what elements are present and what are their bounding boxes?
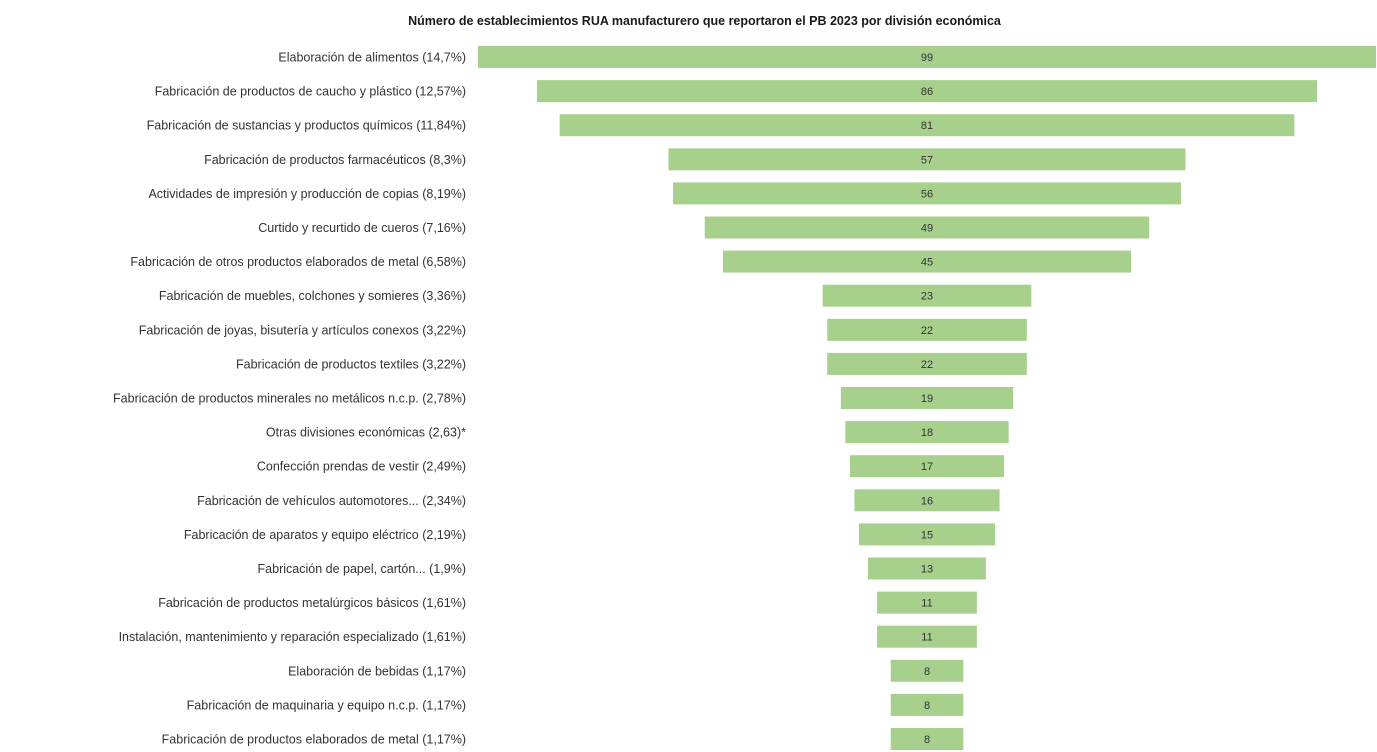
bar-12 bbox=[849, 455, 1005, 478]
bar-10 bbox=[840, 387, 1014, 409]
value-label-2: 81 bbox=[921, 120, 933, 132]
value-labels-group: 99 86 81 57 56 49 45 23 22 22 19 18 17 16 15 13 11 11 8 8 8 bbox=[921, 52, 933, 746]
bar-8 bbox=[827, 318, 1027, 341]
chart-title: Número de establecimientos RUA manufactu… bbox=[408, 14, 1001, 28]
bar-5 bbox=[704, 216, 1150, 239]
category-label-19: Fabricación de maquinaria y equipo n.c.p… bbox=[187, 698, 466, 712]
bar-7 bbox=[822, 284, 1032, 307]
category-label-1: Fabricación de productos de caucho y plá… bbox=[155, 85, 466, 99]
category-label-11: Otras divisiones económicas (2,63)* bbox=[266, 426, 466, 440]
bar-0 bbox=[478, 46, 1376, 68]
value-label-9: 22 bbox=[921, 359, 933, 371]
value-label-11: 18 bbox=[921, 427, 933, 439]
bar-11 bbox=[845, 421, 1009, 444]
value-label-7: 23 bbox=[921, 291, 933, 303]
value-label-15: 13 bbox=[921, 564, 933, 576]
bar-18 bbox=[890, 659, 964, 682]
bar-3 bbox=[668, 148, 1186, 171]
value-label-1: 86 bbox=[921, 86, 933, 98]
bar-1 bbox=[536, 80, 1318, 103]
value-label-5: 49 bbox=[921, 223, 933, 235]
bar-20 bbox=[890, 728, 964, 750]
category-labels-group: Elaboración de alimentos (14,7%) Fabricac… bbox=[113, 51, 466, 747]
value-label-20: 8 bbox=[924, 734, 930, 746]
value-label-14: 15 bbox=[921, 529, 933, 541]
category-label-8: Fabricación de joyas, bisutería y artícu… bbox=[139, 323, 466, 337]
value-label-4: 56 bbox=[921, 188, 933, 200]
value-label-3: 57 bbox=[921, 154, 933, 166]
category-label-20: Fabricación de productos elaborados de m… bbox=[162, 733, 466, 747]
category-label-16: Fabricación de productos metalúrgicos bá… bbox=[158, 596, 466, 610]
category-label-17: Instalación, mantenimiento y reparación … bbox=[119, 630, 466, 644]
bar-16 bbox=[877, 591, 977, 614]
bar-2 bbox=[559, 114, 1295, 137]
category-label-12: Confección prendas de vestir (2,49%) bbox=[257, 460, 466, 474]
category-label-10: Fabricación de productos minerales no me… bbox=[113, 392, 466, 406]
category-label-6: Fabricación de otros productos elaborado… bbox=[130, 255, 466, 269]
bar-9 bbox=[827, 352, 1027, 375]
bar-19 bbox=[890, 693, 964, 716]
bar-14 bbox=[858, 523, 996, 546]
category-label-5: Curtido y recurtido de cueros (7,16%) bbox=[258, 221, 466, 235]
category-label-7: Fabricación de muebles, colchones y somi… bbox=[159, 289, 466, 303]
bar-15 bbox=[868, 557, 986, 580]
category-label-18: Elaboración de bebidas (1,17%) bbox=[288, 664, 466, 678]
category-label-4: Actividades de impresión y producción de… bbox=[148, 187, 466, 201]
bar-13 bbox=[854, 489, 1000, 512]
category-label-2: Fabricación de sustancias y productos qu… bbox=[147, 119, 466, 133]
category-label-14: Fabricación de aparatos y equipo eléctri… bbox=[184, 528, 466, 542]
value-label-0: 99 bbox=[921, 52, 933, 64]
value-label-16: 11 bbox=[921, 598, 932, 610]
value-label-18: 8 bbox=[924, 666, 930, 678]
category-label-0: Elaboración de alimentos (14,7%) bbox=[278, 51, 466, 65]
value-label-17: 11 bbox=[921, 632, 932, 644]
value-label-12: 17 bbox=[921, 461, 933, 473]
value-label-10: 19 bbox=[921, 393, 933, 405]
bars-group bbox=[478, 46, 1376, 750]
bar-17 bbox=[877, 625, 977, 648]
category-label-3: Fabricación de productos farmacéuticos (… bbox=[204, 153, 466, 167]
value-label-6: 45 bbox=[921, 257, 933, 269]
category-label-15: Fabricación de papel, cartón... (1,9%) bbox=[258, 562, 466, 576]
bar-6 bbox=[722, 250, 1132, 273]
bar-4 bbox=[673, 182, 1181, 205]
category-label-13: Fabricación de vehículos automotores... … bbox=[197, 494, 466, 508]
value-label-13: 16 bbox=[921, 495, 933, 507]
category-label-9: Fabricación de productos textiles (3,22%… bbox=[236, 357, 466, 371]
value-label-19: 8 bbox=[924, 700, 930, 712]
value-label-8: 22 bbox=[921, 325, 933, 337]
